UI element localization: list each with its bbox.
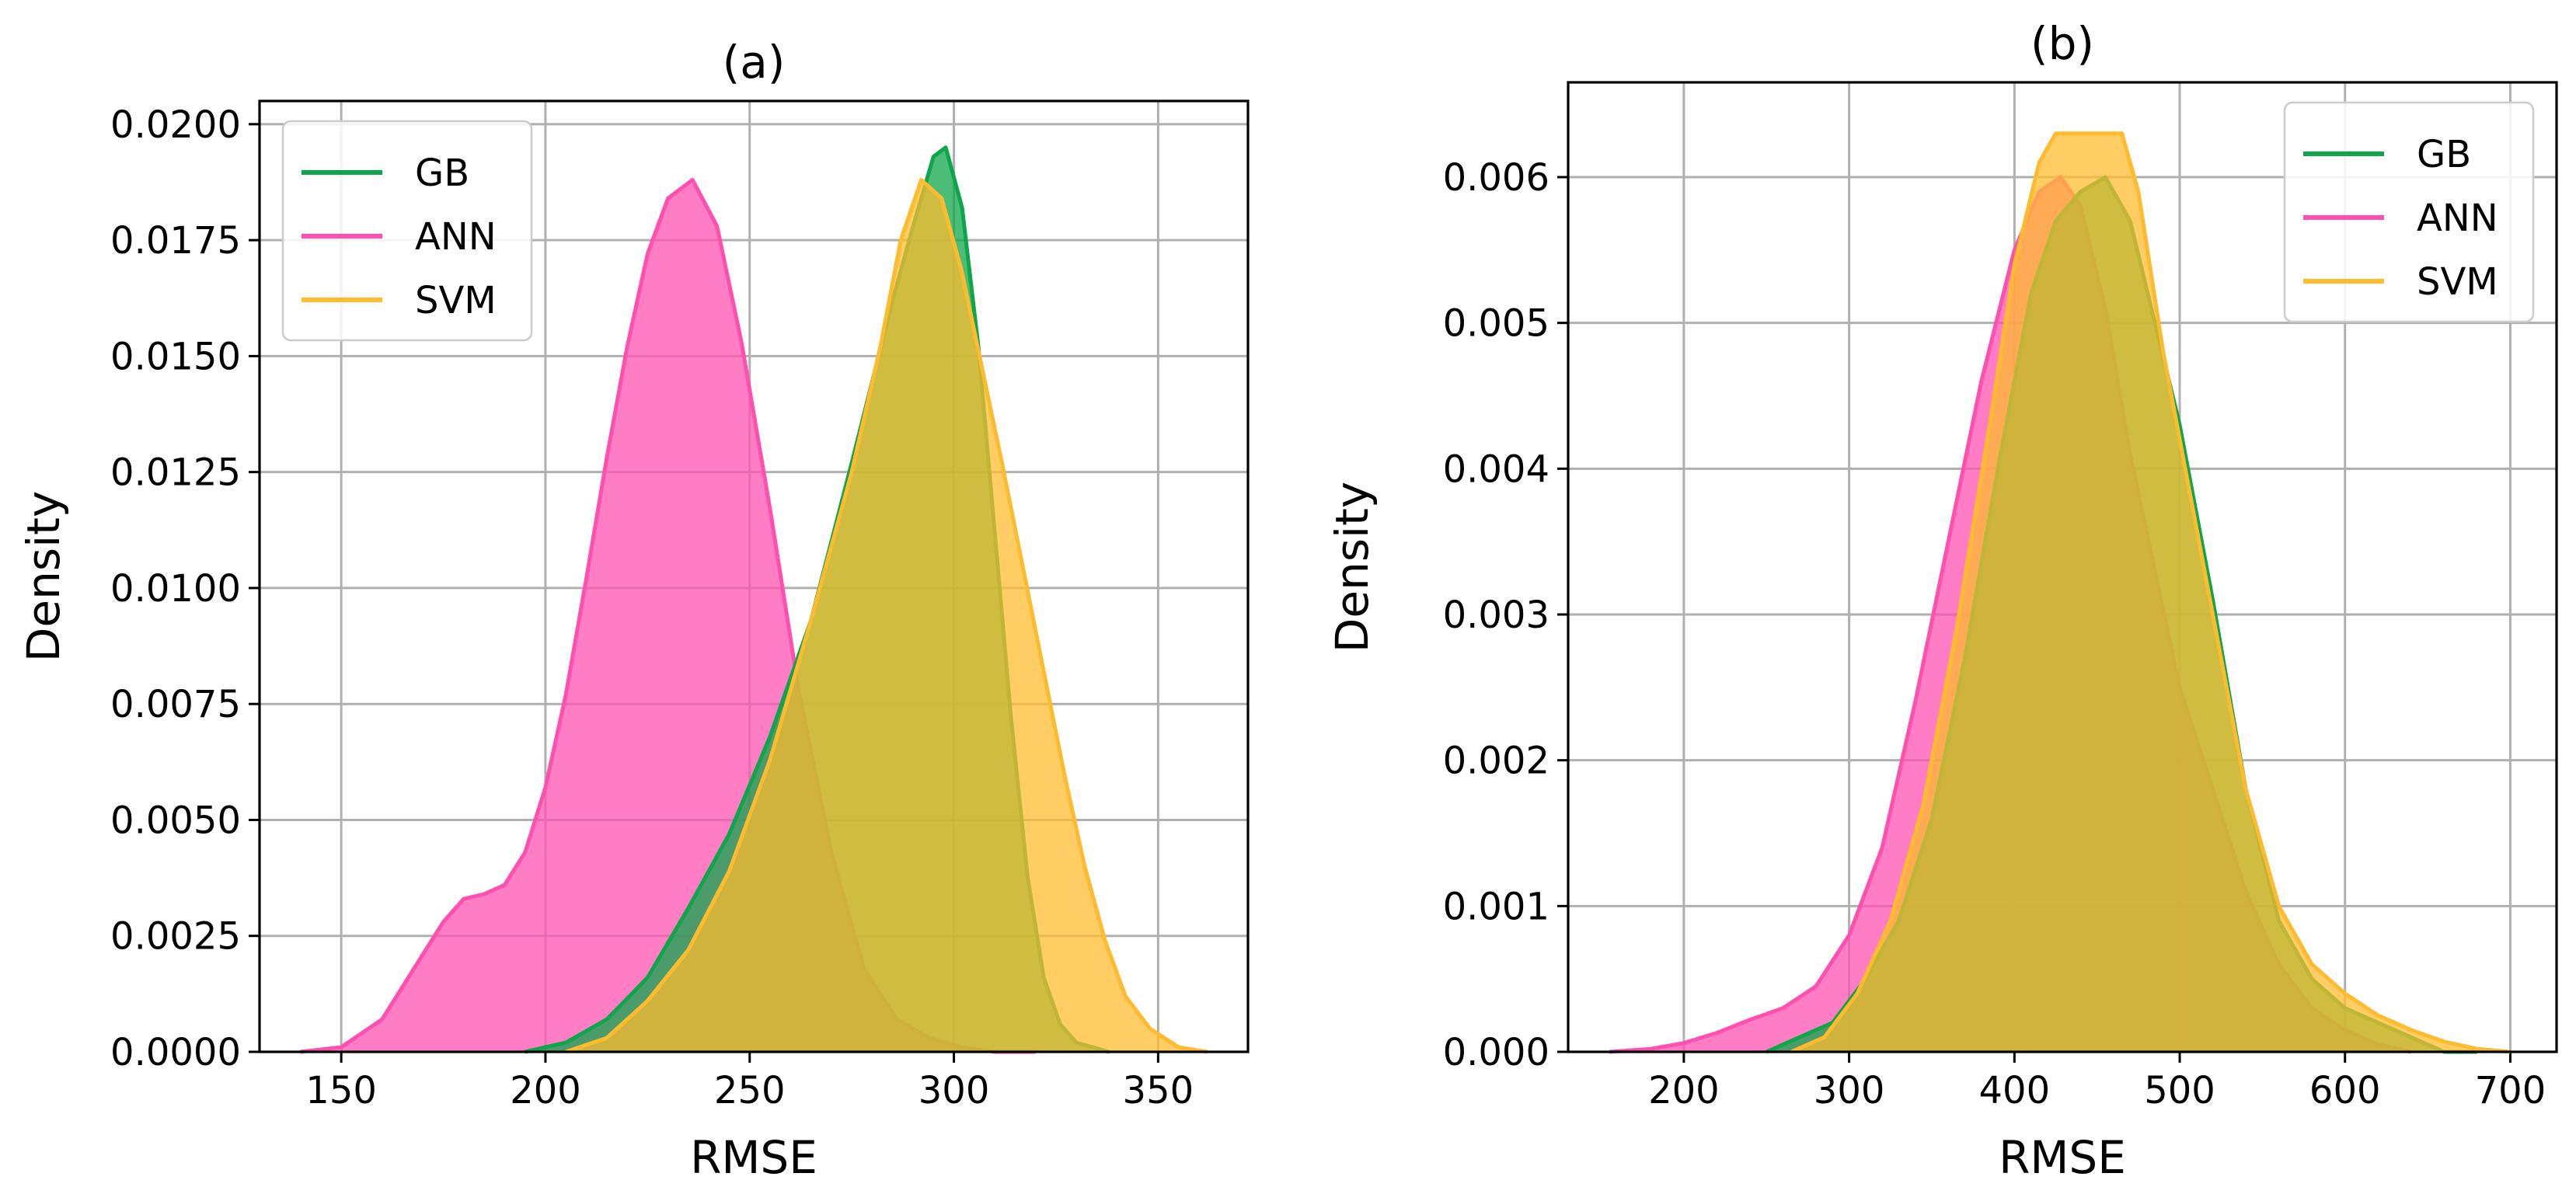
y-tick-label: 0.0175 [110,219,241,263]
y-tick-label: 0.006 [1443,156,1549,200]
density-line-svm [1790,131,2511,1054]
chart-panel-b: 200 300 400 500 600 700 0.000 0.001 0.002 0.003 0.… [1326,17,2558,1184]
legend-label-ann: ANN [415,215,497,259]
y-tick-label: 0.0100 [110,567,241,611]
density-area-ann [300,179,1036,1052]
x-tick-label: 600 [2309,1069,2381,1112]
axes-frame [258,99,1250,1053]
chart-panel-a: 150 200 250 300 350 0.0000 0.0025 0.0050 0.0075 0… [17,36,1250,1184]
x-tick-label: 300 [919,1069,990,1112]
x-tick-label: 250 [714,1069,786,1112]
y-tick-label: 0.0150 [110,335,241,378]
y-tick-label: 0.0200 [110,103,241,147]
x-tick-label: 300 [1814,1069,1885,1112]
y-tick-label: 0.0000 [110,1031,241,1074]
density-area-svm [566,179,1208,1052]
y-tick-label: 0.004 [1443,447,1549,491]
x-tick-label: 150 [305,1069,377,1112]
density-line-svm [565,178,1208,1054]
chart-title: (a) [723,36,786,89]
y-axis-label: Density [17,491,70,663]
y-tick-label: 0.002 [1443,740,1549,783]
y-tick-label: 0.0025 [110,915,241,959]
x-tick-label: 500 [2144,1069,2215,1112]
legend: GB ANN SVM [2283,101,2535,323]
x-tick-label: 350 [1123,1069,1194,1112]
legend-box [2283,101,2535,323]
y-axis-label: Density [1326,482,1379,653]
legend-label-gb: GB [415,151,469,195]
x-axis-label: RMSE [690,1131,817,1184]
y-tick-label: 0.003 [1443,594,1549,637]
x-tick-label: 200 [1648,1069,1720,1112]
legend-label-ann: ANN [2417,197,2498,240]
y-tick-label: 0.001 [1443,885,1549,928]
legend-label-svm: SVM [2417,260,2498,304]
y-tick-label: 0.000 [1443,1031,1549,1074]
x-axis-label: RMSE [1999,1131,2126,1184]
legend: GB ANN SVM [281,120,533,342]
y-tick-label: 0.0075 [110,683,241,726]
axes-frame [1567,81,2558,1053]
y-tick-label: 0.0050 [110,799,241,842]
legend-label-gb: GB [2417,133,2471,176]
legend-box [281,120,533,342]
chart-title: (b) [2030,17,2094,70]
y-tick-label: 0.0125 [110,451,241,495]
x-tick-label: 400 [1979,1069,2051,1112]
x-tick-label: 700 [2475,1069,2546,1112]
legend-label-svm: SVM [415,279,497,322]
x-tick-label: 200 [510,1069,581,1112]
y-tick-label: 0.005 [1443,302,1549,346]
density-area-svm [1791,133,2511,1053]
